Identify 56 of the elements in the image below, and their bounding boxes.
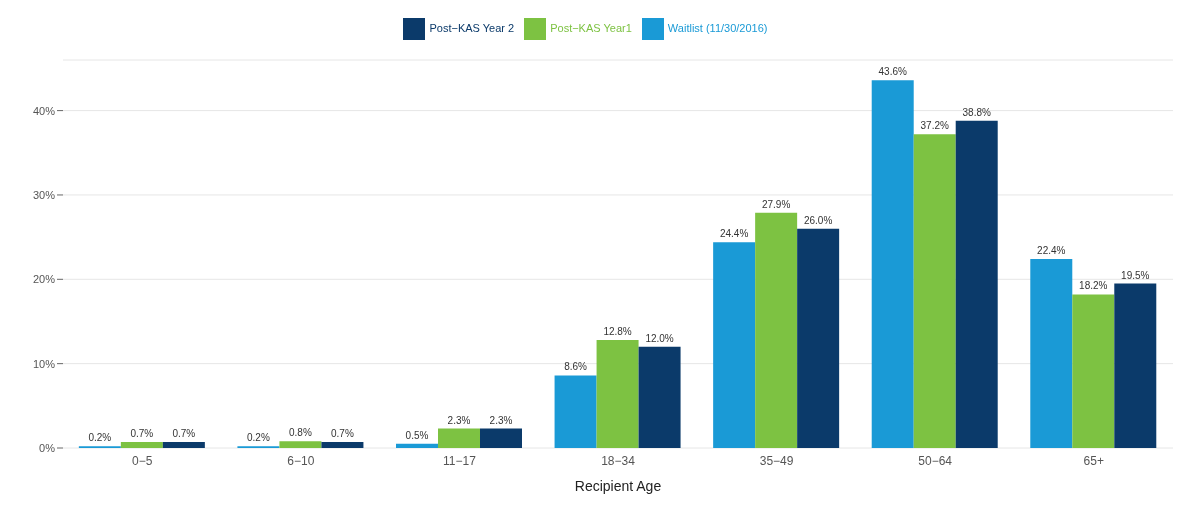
bar (713, 242, 756, 448)
data-label: 37.2% (920, 120, 949, 132)
x-tick-label: 65+ (1083, 453, 1104, 468)
legend-label: Waitlist (11/30/2016) (667, 21, 768, 34)
y-tick-label: 20% (32, 273, 56, 286)
legend-label: Post−KAS Year1 (550, 21, 632, 34)
data-label: 27.9% (761, 198, 791, 210)
data-label: 0.2% (88, 432, 112, 444)
data-label: 12.0% (645, 332, 674, 344)
bar (871, 80, 914, 448)
data-label: 0.8% (289, 427, 312, 439)
data-label: 24.4% (719, 228, 749, 240)
data-label: 0.5% (405, 429, 429, 441)
y-tick-label: 0% (39, 441, 56, 454)
data-label: 19.5% (1121, 269, 1150, 281)
data-label: 38.8% (962, 106, 991, 118)
bar (955, 120, 998, 448)
y-tick-label: 30% (32, 188, 56, 201)
data-label: 2.3% (447, 414, 471, 426)
x-tick-label: 50−64 (918, 453, 953, 468)
x-tick-label: 0−5 (132, 453, 153, 468)
data-label: 18.2% (1079, 280, 1108, 292)
data-label: 43.6% (878, 66, 907, 78)
data-label: 26.0% (803, 214, 833, 226)
bar (321, 442, 364, 448)
data-label: 0.7% (172, 428, 196, 440)
bar (1114, 283, 1157, 448)
x-tick-label: 6−10 (287, 453, 315, 468)
bar (913, 134, 956, 448)
bar (638, 346, 681, 448)
x-tick-label: 35−49 (759, 453, 794, 468)
data-label: 0.7% (130, 428, 154, 440)
bar (279, 441, 322, 448)
data-label: 0.7% (331, 428, 354, 440)
bar (1072, 294, 1115, 448)
data-label: 8.6% (564, 361, 588, 373)
x-tick-label: 18−34 (601, 453, 636, 468)
bar (120, 442, 163, 448)
bar (438, 428, 480, 448)
bar (162, 442, 205, 448)
data-label: 2.3% (489, 414, 513, 426)
legend-label: Post−KAS Year 2 (429, 21, 515, 34)
bar (480, 428, 522, 448)
bar (396, 443, 438, 448)
bar (797, 228, 840, 448)
data-label: 22.4% (1037, 245, 1066, 257)
bar (1030, 259, 1073, 448)
data-label: 0.2% (247, 432, 270, 444)
x-axis-title: Recipient Age (574, 478, 662, 494)
data-label: 12.8% (603, 326, 632, 338)
y-tick-label: 40% (32, 104, 56, 117)
y-tick-label: 10% (32, 357, 56, 370)
x-tick-label: 11−17 (443, 453, 477, 468)
bar (554, 375, 597, 448)
bar (596, 340, 639, 448)
bar (755, 212, 798, 448)
